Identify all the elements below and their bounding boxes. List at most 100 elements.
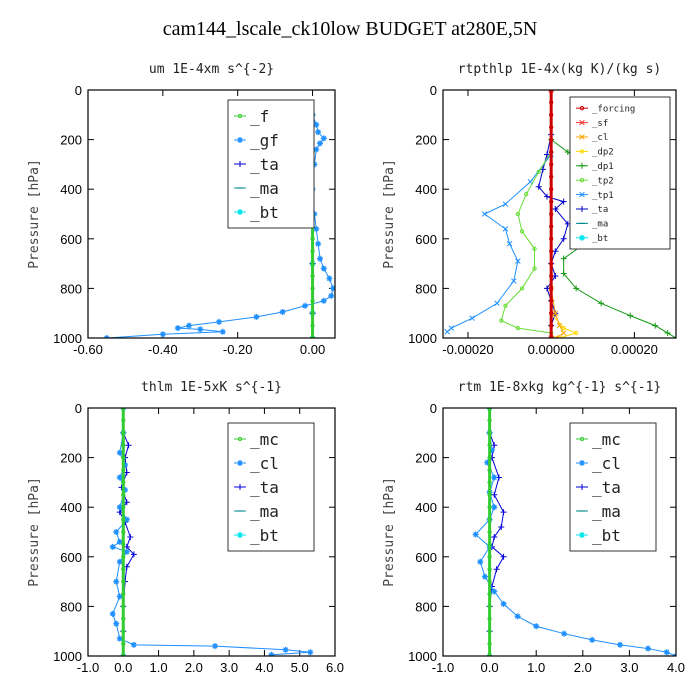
y-tick-label: 800 xyxy=(415,599,437,614)
data-point xyxy=(549,224,554,229)
data-point xyxy=(121,517,126,522)
legend-entry: _ma xyxy=(250,179,279,198)
data-point xyxy=(121,505,126,510)
data-point xyxy=(491,533,498,540)
data-point xyxy=(549,273,554,279)
data-point xyxy=(487,591,492,597)
data-point xyxy=(549,125,554,130)
data-point xyxy=(121,567,126,572)
legend-entry: _ma xyxy=(592,220,608,230)
data-point xyxy=(116,504,123,511)
data-point xyxy=(652,322,659,329)
data-point xyxy=(488,447,495,454)
panel-title: thlm 1E-5xK s^{-1} xyxy=(141,380,282,395)
data-point xyxy=(552,335,559,338)
data-point xyxy=(320,297,327,304)
legend-entry: _ta xyxy=(250,478,279,497)
data-point xyxy=(113,578,120,585)
plot-frame xyxy=(87,89,336,339)
data-point xyxy=(560,330,567,336)
data-point xyxy=(549,112,554,117)
data-point xyxy=(549,286,554,291)
y-tick-label: 400 xyxy=(60,500,82,515)
x-tick-label: 2.0 xyxy=(574,660,592,675)
legend-entry: _dp2 xyxy=(592,148,614,158)
data-point xyxy=(121,418,126,423)
data-point xyxy=(549,335,554,338)
legend-marker xyxy=(579,436,585,442)
data-point xyxy=(121,430,126,435)
series-forcing xyxy=(549,90,554,338)
data-point xyxy=(477,558,484,565)
data-point xyxy=(307,649,314,656)
legend-entry: _ma xyxy=(250,502,279,521)
legend-marker xyxy=(579,206,585,212)
data-point xyxy=(121,467,126,473)
data-point xyxy=(121,443,126,448)
series-line xyxy=(500,151,552,334)
data-point xyxy=(130,641,137,648)
data-point xyxy=(536,169,541,174)
y-tick-label: 1000 xyxy=(408,331,437,346)
y-tick-label: 400 xyxy=(60,182,82,197)
legend-marker xyxy=(237,532,243,538)
data-point xyxy=(560,270,567,277)
data-point xyxy=(561,630,568,637)
data-point xyxy=(552,206,559,213)
data-point xyxy=(491,491,498,498)
data-point xyxy=(212,643,219,650)
data-point xyxy=(515,258,521,264)
data-point xyxy=(121,641,126,646)
data-point xyxy=(215,318,222,325)
data-point xyxy=(310,298,315,303)
data-point xyxy=(549,149,554,155)
y-tick-label: 600 xyxy=(60,550,82,565)
data-point xyxy=(524,192,529,197)
data-point xyxy=(310,311,315,316)
data-point xyxy=(548,90,554,93)
x-tick-label: -0.00020 xyxy=(442,342,493,357)
y-tick-label: 800 xyxy=(60,281,82,296)
data-point xyxy=(121,542,126,547)
data-point xyxy=(539,166,546,173)
data-point xyxy=(313,146,320,153)
data-point xyxy=(123,516,130,523)
data-point xyxy=(498,524,505,531)
data-point xyxy=(500,509,507,516)
data-point xyxy=(487,641,492,646)
data-point xyxy=(535,183,542,190)
legend-marker xyxy=(237,161,243,167)
data-point xyxy=(487,542,492,547)
data-point xyxy=(320,135,327,142)
legend-entry: _ta xyxy=(592,478,621,497)
x-tick-label: 1.0 xyxy=(150,660,168,675)
data-point xyxy=(491,442,498,449)
data-point xyxy=(549,137,554,142)
data-point xyxy=(472,531,479,538)
data-point xyxy=(469,315,475,321)
data-point xyxy=(481,211,488,217)
legend-entry: _mc xyxy=(592,430,621,449)
data-point xyxy=(310,261,315,266)
data-point xyxy=(121,604,126,609)
data-point xyxy=(130,551,137,558)
data-point xyxy=(109,610,116,617)
data-point xyxy=(197,326,204,333)
data-point xyxy=(549,211,554,217)
data-point xyxy=(121,480,126,485)
data-point xyxy=(326,275,333,282)
y-tick-label: 400 xyxy=(415,182,437,197)
panel-title: rtm 1E-8xkg kg^{-1} s^{-1} xyxy=(458,380,662,395)
y-tick-label: 600 xyxy=(415,232,437,247)
legend-marker xyxy=(579,149,585,154)
data-point xyxy=(268,651,275,656)
data-point xyxy=(487,492,492,497)
data-point xyxy=(598,300,605,307)
data-point xyxy=(487,616,492,621)
legend-marker xyxy=(237,484,243,490)
y-axis-label: Pressure [hPa] xyxy=(27,477,42,587)
y-axis-label: Pressure [hPa] xyxy=(382,159,397,269)
x-tick-label: 0.0 xyxy=(114,660,132,675)
legend-entry: _forcing xyxy=(592,104,635,114)
